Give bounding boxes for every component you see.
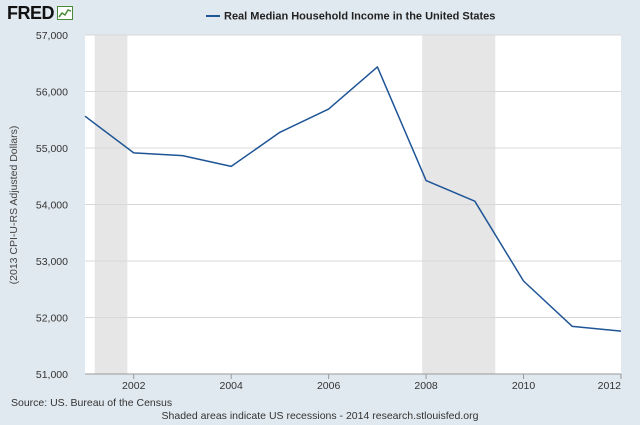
x-tick-label: 2010 (512, 380, 536, 392)
trend-line-icon (57, 6, 73, 20)
x-tick-label: 2004 (220, 380, 244, 392)
legend-label: Real Median Household Income in the Unit… (224, 11, 495, 23)
x-tick-label: 2002 (122, 380, 146, 392)
fred-logo[interactable]: FRED (7, 3, 73, 23)
y-axis-ticks: 51,000 52,000 53,000 54,000 55,000 56,000 57,0… (36, 30, 68, 381)
y-tick-label: 51,000 (36, 369, 68, 381)
source-note: Source: US. Bureau of the Census (11, 397, 172, 409)
data-point[interactable] (374, 64, 380, 70)
y-tick-label: 53,000 (36, 256, 68, 268)
data-point[interactable] (423, 178, 429, 184)
x-axis-ticks: 2002 2004 2006 2008 2010 2012 (85, 373, 622, 392)
data-point[interactable] (277, 129, 283, 135)
data-point[interactable] (569, 323, 575, 329)
x-tick-label: 2012 (598, 380, 622, 392)
series-line[interactable] (84, 66, 622, 332)
y-tick-label: 52,000 (36, 313, 68, 325)
data-point[interactable] (179, 153, 185, 159)
data-point[interactable] (326, 106, 332, 112)
data-point[interactable] (228, 163, 234, 169)
y-axis-label: (2013 CPI-U-RS Adjusted Dollars) (8, 126, 20, 285)
fred-logo-text: FRED (7, 3, 55, 23)
y-tick-label: 57,000 (36, 30, 68, 42)
y-tick-label: 54,000 (36, 200, 68, 212)
data-point[interactable] (82, 113, 88, 119)
y-tick-label: 56,000 (36, 87, 68, 99)
data-point[interactable] (521, 278, 527, 284)
x-tick-label: 2008 (414, 380, 438, 392)
recession-note: Shaded areas indicate US recessions - 20… (162, 410, 479, 422)
legend[interactable]: Real Median Household Income in the Unit… (206, 11, 495, 23)
series-layer (82, 64, 624, 334)
x-tick-label: 2006 (317, 380, 341, 392)
data-point[interactable] (472, 198, 478, 204)
data-point[interactable] (618, 328, 624, 334)
data-point[interactable] (131, 150, 137, 156)
y-tick-label: 55,000 (36, 143, 68, 155)
